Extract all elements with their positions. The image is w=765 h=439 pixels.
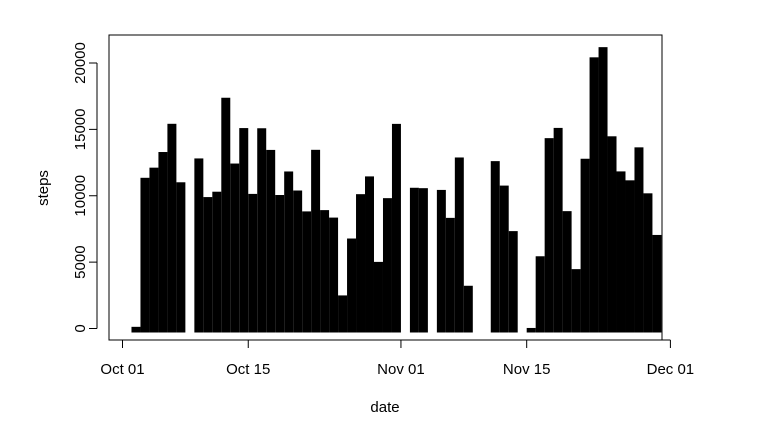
bar-2012-11-16 — [535, 256, 545, 333]
bar-2012-10-03 — [140, 177, 150, 333]
bars-group — [123, 47, 670, 333]
bar-2012-10-30 — [382, 198, 392, 333]
bar-2012-10-09 — [194, 158, 204, 333]
bar-2012-11-13 — [508, 231, 518, 333]
bar-2012-10-24 — [329, 217, 339, 333]
bar-2012-10-12 — [221, 97, 231, 333]
bar-2012-10-18 — [275, 195, 285, 333]
bar-2012-11-05 — [436, 189, 446, 333]
bar-2012-11-29 — [652, 234, 662, 333]
bar-2012-11-30 — [661, 329, 670, 333]
bar-2012-11-04 — [428, 329, 437, 333]
y-tick-label: 0 — [72, 324, 89, 332]
bar-2012-11-15 — [526, 327, 536, 333]
bar-2012-10-21 — [302, 211, 312, 333]
y-axis: 0 5000 10000 15000 20000 — [72, 42, 98, 333]
bar-2012-11-14 — [518, 329, 527, 333]
x-tick-label: Oct 15 — [226, 361, 270, 378]
bar-2012-11-24 — [607, 136, 617, 333]
bar-2012-11-26 — [625, 180, 635, 333]
bar-2012-11-17 — [544, 138, 554, 333]
y-tick-label: 20000 — [72, 42, 89, 84]
x-axis: Oct 01 Oct 15 Nov 01 Nov 15 Dec 01 — [100, 339, 695, 378]
x-tick-label: Oct 01 — [100, 361, 144, 378]
x-tick-label: Dec 01 — [647, 361, 695, 378]
bar-2012-11-23 — [598, 47, 608, 333]
bar-2012-11-20 — [571, 269, 581, 333]
bar-2012-10-23 — [320, 210, 330, 333]
bar-2012-11-25 — [616, 171, 626, 333]
bar-2012-11-22 — [589, 57, 599, 333]
bar-2012-11-01 — [401, 329, 410, 333]
bar-2012-11-07 — [454, 157, 464, 333]
bar-2012-10-02 — [131, 326, 141, 333]
bar-2012-10-11 — [212, 191, 222, 333]
bar-2012-11-18 — [553, 127, 563, 333]
bar-2012-10-17 — [266, 149, 276, 333]
bar-2012-11-02 — [409, 187, 419, 333]
bar-2012-11-28 — [643, 193, 653, 333]
bar-2012-10-31 — [391, 123, 401, 333]
bar-2012-10-15 — [248, 193, 258, 333]
y-tick-label: 5000 — [72, 245, 89, 278]
bar-2012-11-03 — [418, 188, 428, 333]
bar-2012-10-26 — [347, 238, 357, 333]
bar-2012-10-10 — [203, 197, 213, 333]
bar-2012-11-27 — [634, 147, 644, 333]
bar-2012-10-07 — [176, 182, 186, 333]
bar-2012-11-12 — [499, 185, 509, 333]
x-tick-label: Nov 15 — [503, 361, 551, 378]
bar-2012-10-28 — [365, 176, 374, 333]
x-tick-label: Nov 01 — [377, 361, 425, 378]
bar-2012-11-19 — [562, 211, 572, 333]
bar-2012-10-20 — [293, 190, 303, 333]
y-tick-label: 10000 — [72, 175, 89, 217]
bar-2012-10-05 — [158, 152, 168, 333]
y-tick-label: 15000 — [72, 109, 89, 151]
bar-2012-11-10 — [482, 329, 491, 333]
bar-2012-10-19 — [284, 171, 294, 333]
bar-2012-10-27 — [356, 194, 366, 333]
bar-2012-10-06 — [167, 123, 177, 333]
bar-2012-10-14 — [239, 128, 249, 333]
bar-2012-10-29 — [374, 261, 383, 333]
bar-2012-11-09 — [473, 329, 482, 333]
bar-2012-10-13 — [230, 163, 240, 333]
bar-2012-10-04 — [149, 167, 159, 333]
x-axis-title: date — [370, 399, 399, 416]
bar-2012-10-22 — [311, 149, 321, 333]
bar-2012-10-25 — [338, 295, 348, 333]
bar-2012-10-08 — [185, 329, 194, 333]
bar-2012-11-08 — [463, 285, 473, 333]
bar-2012-10-01 — [123, 329, 132, 333]
bar-2012-11-11 — [490, 161, 500, 333]
bar-2012-11-21 — [580, 158, 590, 333]
y-axis-title: steps — [35, 170, 52, 206]
bar-2012-11-06 — [445, 217, 455, 333]
bar-2012-10-16 — [257, 128, 267, 333]
